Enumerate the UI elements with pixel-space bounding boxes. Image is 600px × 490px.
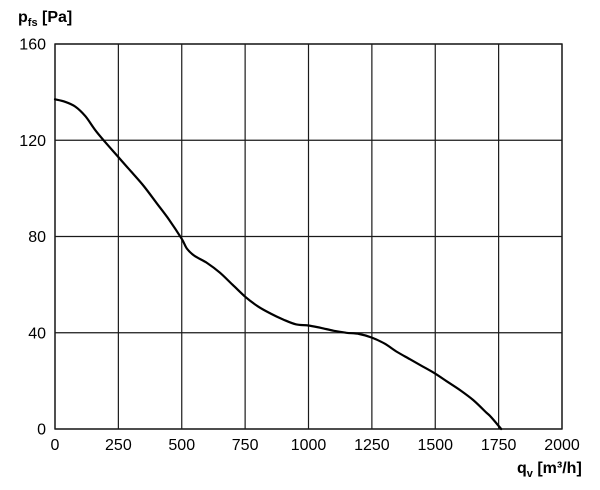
x-tick-label-1750: 1750 (481, 437, 517, 454)
x-tick-label-500: 500 (168, 437, 195, 454)
y-tick-label-80: 80 (28, 229, 46, 246)
x-axis-unit: [m³/h] (533, 460, 582, 477)
y-axis-ticks: 0 40 80 120 160 (19, 37, 46, 439)
y-axis-symbol: p (18, 9, 28, 26)
x-axis-symbol: q (517, 460, 527, 477)
plot-area (53, 98, 503, 431)
y-tick-label-160: 160 (19, 37, 46, 54)
x-tick-label-0: 0 (51, 437, 60, 454)
x-tick-label-250: 250 (105, 437, 132, 454)
y-axis-unit: [Pa] (38, 9, 73, 26)
x-tick-label-1250: 1250 (354, 437, 390, 454)
x-tick-label-750: 750 (232, 437, 259, 454)
plot-frame (54, 43, 563, 430)
y-axis-subscript: fs (28, 17, 38, 29)
y-tick-label-120: 120 (19, 133, 46, 150)
y-axis-title: pfs [Pa] (18, 9, 72, 29)
x-axis-subscript: v (527, 468, 534, 480)
x-axis-ticks: 0 250 500 750 1000 1250 1500 1750 2000 (51, 437, 580, 454)
y-tick-label-0: 0 (37, 422, 46, 439)
y-tick-label-40: 40 (28, 325, 46, 342)
x-tick-label-2000: 2000 (544, 437, 580, 454)
x-tick-label-1500: 1500 (417, 437, 453, 454)
series-line-0 (53, 98, 503, 431)
x-axis-title: qv [m³/h] (517, 460, 582, 480)
grid (54, 43, 563, 430)
x-tick-label-1000: 1000 (291, 437, 327, 454)
